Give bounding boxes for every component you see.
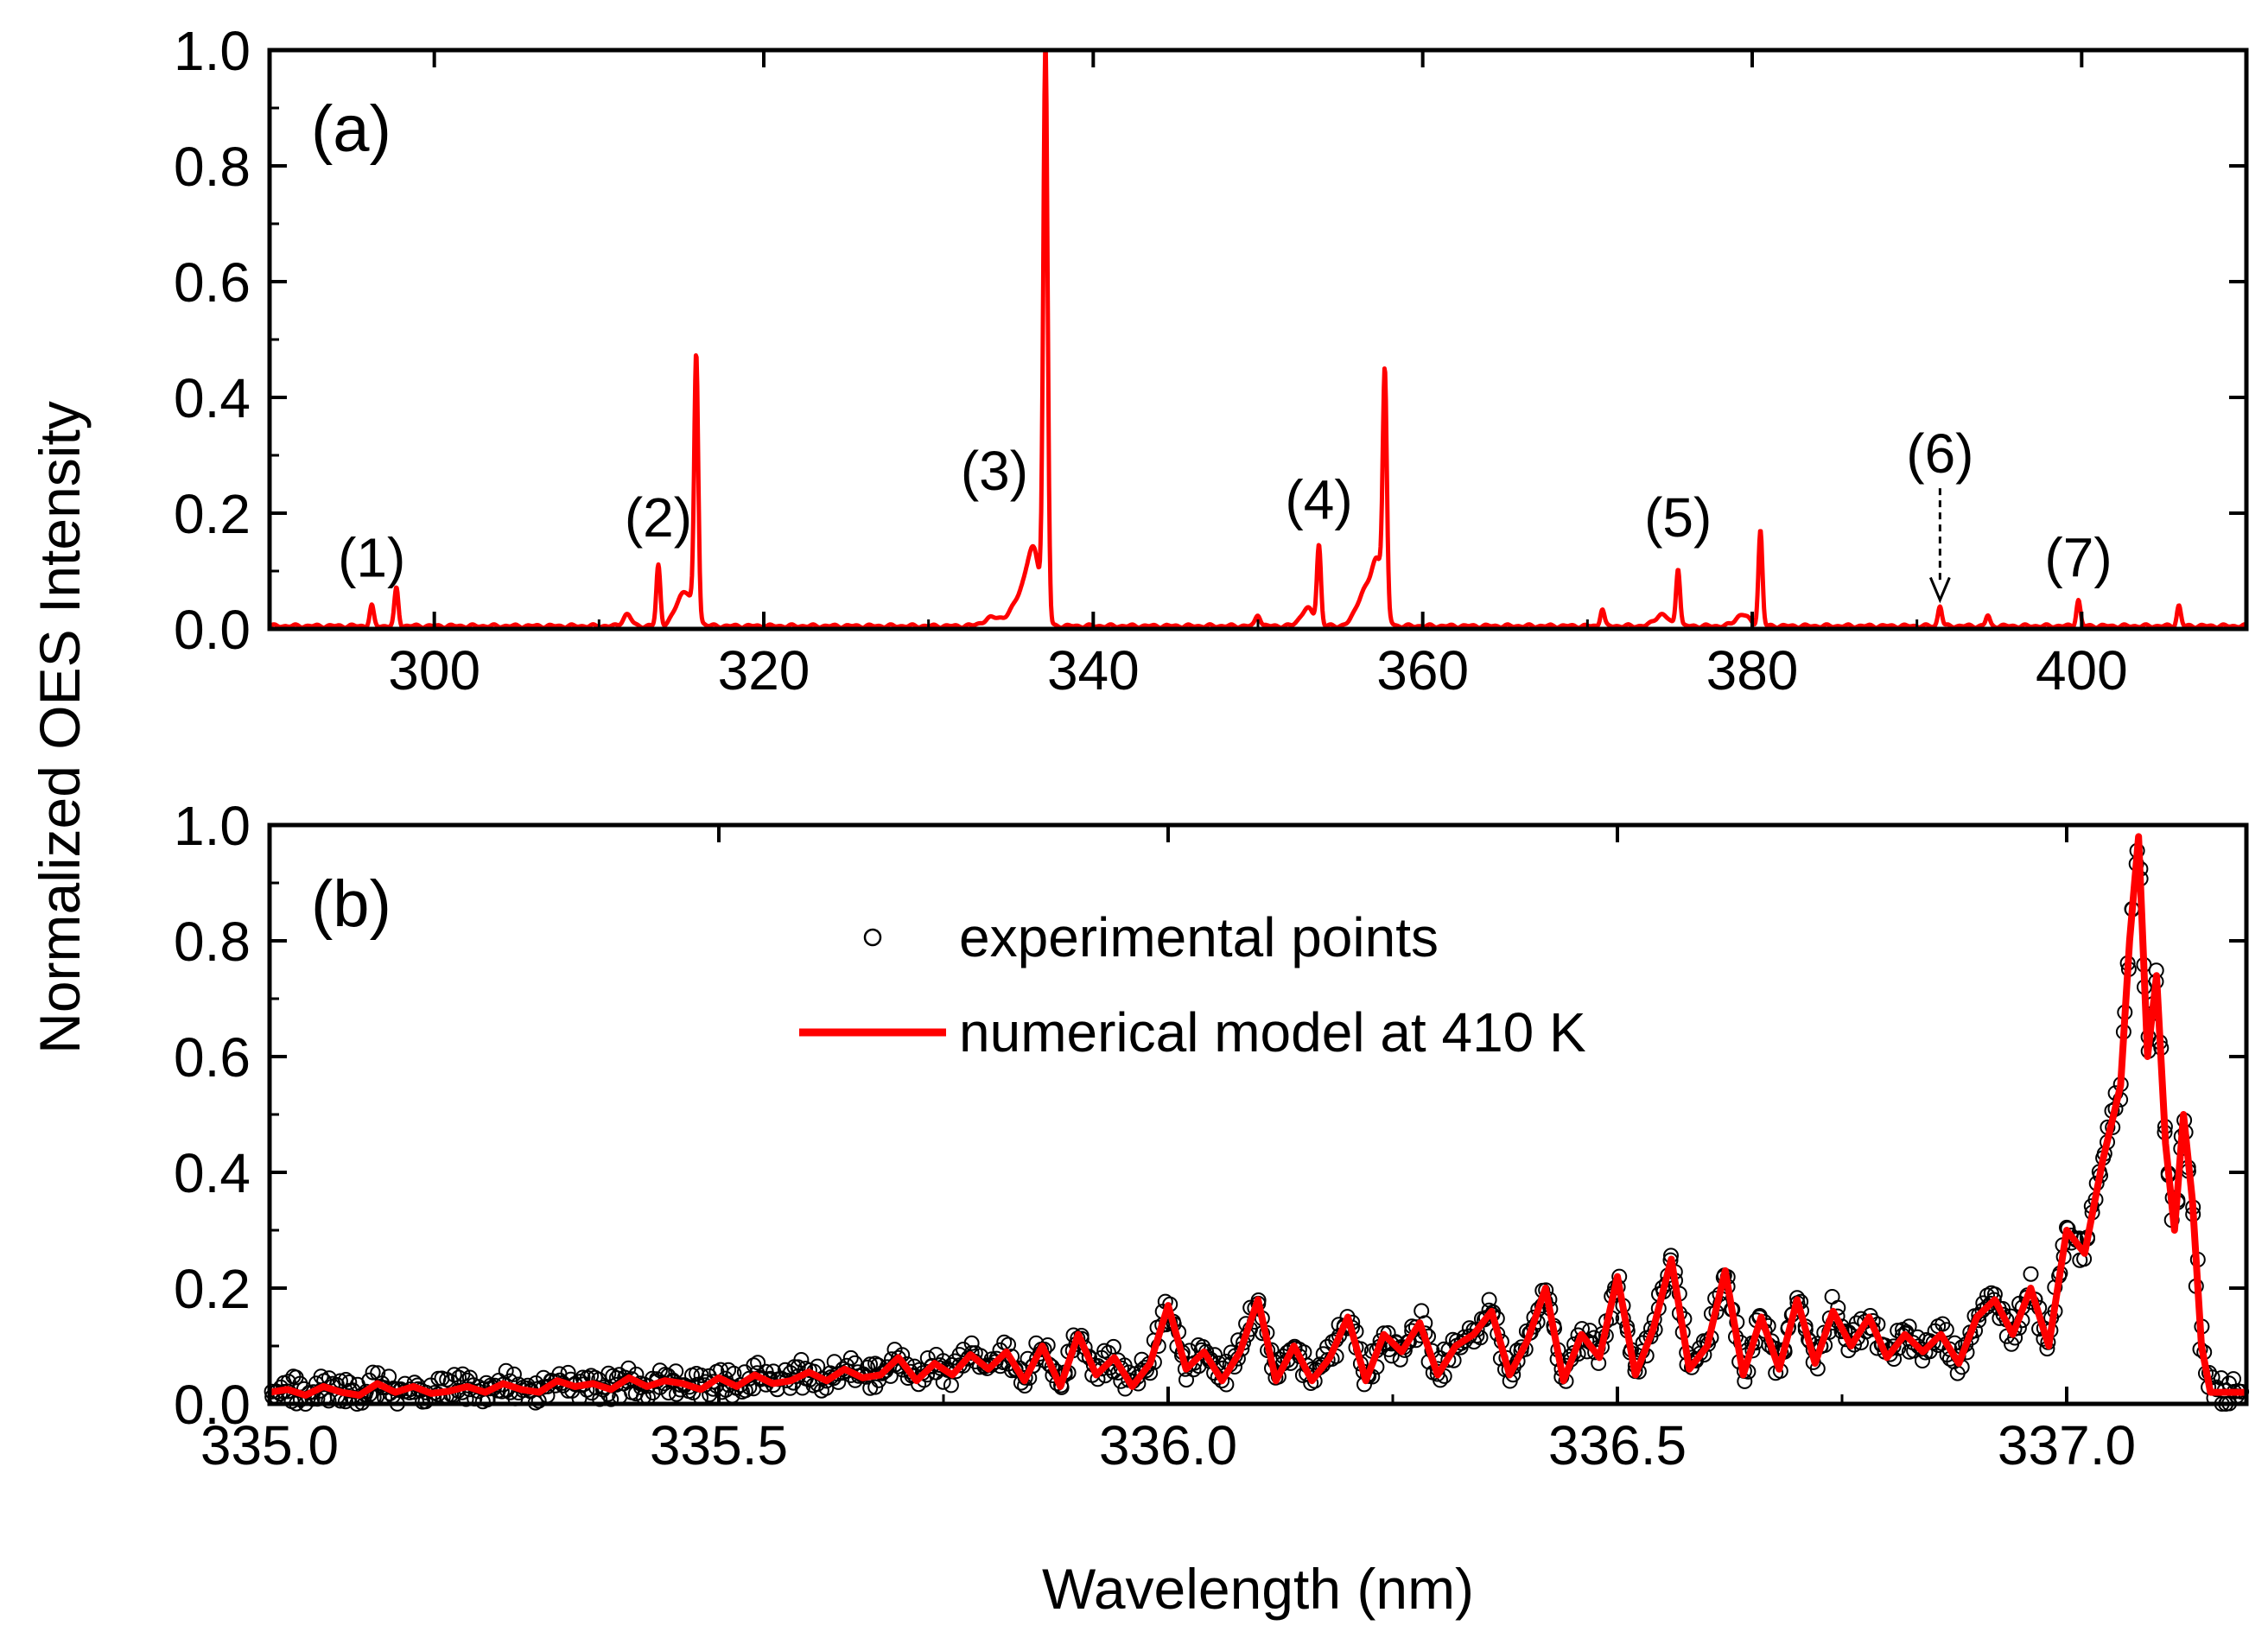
panel-b-ticks: 335.0 335.5 336.0 336.5 337.0 0.0 0.2 0.4 0.6 0.8… <box>174 795 2246 1476</box>
experimental-point <box>1469 1322 1485 1337</box>
panel-b-y-tick-label: 0.6 <box>174 1026 251 1089</box>
panel-b-y-tick-label: 0.0 <box>174 1374 251 1436</box>
panel-a-annotation-arrow-head <box>1928 576 1951 604</box>
experimental-point <box>793 1352 810 1368</box>
experimental-point <box>1105 1338 1121 1355</box>
panel-a-annotations: (1) (2) (3) (4) (5) (6) (7) <box>338 422 2112 604</box>
panel-a-y-tick-label: 1.0 <box>174 20 251 82</box>
panel-a-label: (a) <box>311 92 391 166</box>
panel-a-y-tick-label: 0.2 <box>174 483 251 545</box>
panel-b-x-tick-label: 337.0 <box>1998 1414 2136 1476</box>
y-axis-title: Normalized OES Intensity <box>28 401 92 1054</box>
experimental-point <box>370 1365 386 1381</box>
experimental-point <box>1214 1373 1230 1389</box>
panel-a-annotation-1: (1) <box>338 527 405 589</box>
legend-label-experimental: experimental points <box>959 906 1439 968</box>
panel-a-annotation-5: (5) <box>1644 486 1712 549</box>
panel-a-x-tick-label: 340 <box>1047 639 1140 702</box>
experimental-point <box>919 1350 936 1366</box>
experimental-point <box>668 1363 684 1380</box>
experimental-point <box>365 1364 381 1381</box>
experimental-point <box>505 1366 522 1382</box>
legend-marker-experimental <box>863 928 882 947</box>
experimental-point <box>498 1362 514 1379</box>
x-axis-title: Wavelength (nm) <box>1042 1557 1474 1621</box>
experimental-point <box>943 1377 959 1394</box>
experimental-point <box>750 1355 766 1371</box>
experimental-point <box>963 1335 980 1351</box>
experimental-point <box>1901 1318 1917 1335</box>
panel-a-ticks: 300 320 340 360 380 400 0.0 0.2 0.4 0.6 0.8 1.0 <box>174 20 2246 702</box>
experimental-point <box>842 1349 859 1366</box>
panel-a-x-tick-label: 380 <box>1706 639 1799 702</box>
experimental-point <box>451 1369 467 1386</box>
panel-a-y-tick-label: 0.6 <box>174 251 251 314</box>
experimental-point <box>2023 1266 2039 1282</box>
panel-a-annotation-2: (2) <box>625 486 692 549</box>
panel-b-x-tick-label: 336.0 <box>1099 1414 1237 1476</box>
panel-b-y-tick-label: 0.2 <box>174 1258 251 1320</box>
experimental-point <box>1017 1369 1033 1386</box>
experimental-point <box>313 1368 329 1385</box>
panel-a-annotation-3: (3) <box>961 440 1028 502</box>
panel-b-model-line <box>269 833 2246 1399</box>
experimental-point <box>862 1356 878 1373</box>
panel-a-x-tick-label: 300 <box>388 639 480 702</box>
experimental-point <box>332 1373 348 1389</box>
panel-b-label: (b) <box>311 867 391 941</box>
panel-a-annotation-6: (6) <box>1906 422 1973 485</box>
panel-b: 335.0 335.5 336.0 336.5 337.0 0.0 0.2 0.4 0.6 0.8… <box>174 795 2250 1476</box>
experimental-point <box>862 1380 879 1396</box>
panel-a-annotation-4: (4) <box>1285 469 1352 531</box>
experimental-point <box>1938 1322 1954 1338</box>
experimental-point <box>341 1375 358 1390</box>
panel-b-y-tick-label: 0.8 <box>174 911 251 973</box>
panel-a-annotation-7: (7) <box>2044 527 2112 589</box>
panel-a-x-tick-label: 320 <box>718 639 810 702</box>
panel-b-y-tick-label: 0.4 <box>174 1142 251 1204</box>
experimental-point <box>321 1393 337 1409</box>
experimental-point <box>560 1364 576 1381</box>
experimental-point <box>536 1369 552 1386</box>
panel-b-x-tick-label: 335.5 <box>650 1414 788 1476</box>
experimental-point <box>1985 1292 2002 1308</box>
panel-b-x-tick-label: 336.5 <box>1548 1414 1687 1476</box>
panel-a-x-tick-label: 400 <box>2036 639 2128 702</box>
legend-label-model: numerical model at 410 K <box>959 1001 1586 1063</box>
panel-b-y-tick-label: 1.0 <box>174 795 251 857</box>
legend: experimental points numerical model at 4… <box>799 906 1586 1063</box>
panel-b-x-tick-label: 335.0 <box>200 1414 339 1476</box>
panel-a-y-tick-label: 0.8 <box>174 136 251 198</box>
experimental-point <box>1178 1372 1194 1388</box>
numerical-model-line <box>269 833 2246 1399</box>
panel-a: 300 320 340 360 380 400 0.0 0.2 0.4 0.6 0.8 1.0 (1)… <box>174 20 2249 702</box>
panel-a-y-tick-label: 0.0 <box>174 599 251 661</box>
panel-a-x-tick-label: 360 <box>1376 639 1469 702</box>
panel-a-y-tick-label: 0.4 <box>174 367 251 429</box>
experimental-point <box>879 1359 895 1375</box>
